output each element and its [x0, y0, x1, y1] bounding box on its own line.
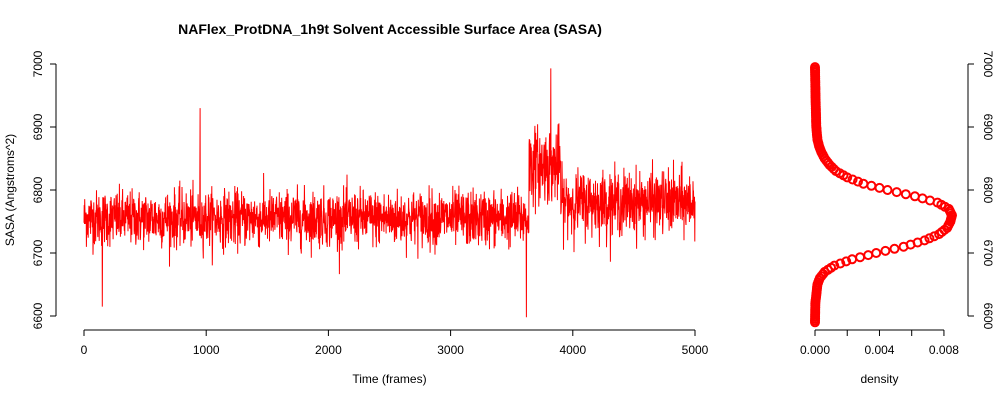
density-point	[889, 243, 900, 254]
density-point	[829, 260, 840, 271]
time-x-tick-label: 4000	[559, 343, 586, 357]
time-x-tick-label: 0	[81, 343, 88, 357]
density-y-tick-label: 7000	[981, 51, 995, 78]
time-x-tick-label: 1000	[193, 343, 220, 357]
density-point	[891, 187, 902, 198]
density-point	[871, 248, 882, 258]
sasa-y-tick-label: 7000	[31, 50, 45, 77]
density-point	[874, 182, 885, 193]
density-point	[882, 185, 893, 195]
density-x-tick-label: 0.008	[929, 343, 959, 357]
sasa-y-ticks: 6600 6700 6800 6900 7000	[31, 50, 56, 329]
density-point	[909, 191, 920, 202]
density-x-tick-label: 0.004	[864, 343, 894, 357]
sasa-y-tick-label: 6700	[31, 239, 45, 266]
sasa-y-tick-label: 6600	[31, 302, 45, 329]
time-x-tick-label: 2000	[315, 343, 342, 357]
density-point	[929, 231, 940, 242]
density-point	[900, 189, 911, 200]
density-point	[919, 235, 930, 246]
sasa-y-tick-label: 6900	[31, 113, 45, 140]
density-point	[853, 176, 863, 187]
time-x-ticks: 0 1000 2000 3000 4000 5000	[81, 330, 709, 357]
density-point	[855, 252, 866, 263]
density-x-tick-label: 0.000	[800, 343, 830, 357]
sasa-y-tick-label: 6800	[31, 176, 45, 203]
sasa-y-axis-label: SASA (Angstroms^2)	[3, 134, 17, 246]
density-y-ticks: 6600 6700 6800 6900 7000	[968, 51, 995, 330]
density-x-axis-label: density	[860, 372, 898, 386]
chart-title: NAFlex_ProtDNA_1h9t Solvent Accessible S…	[178, 21, 602, 37]
density-curve-points	[810, 62, 957, 328]
time-x-tick-label: 3000	[437, 343, 464, 357]
density-plot: 0.000 0.004 0.008 6600 6700 6800 6900 7000 den…	[800, 51, 995, 386]
density-point	[880, 245, 891, 256]
sasa-time-series-line	[83, 68, 696, 318]
density-point	[847, 174, 858, 185]
time-series-plot: 0 1000 2000 3000 4000 5000 6600 6700 6800 6900 70…	[3, 50, 709, 386]
density-point	[835, 258, 846, 269]
time-x-axis-label: Time (frames)	[352, 372, 426, 386]
density-point	[810, 62, 820, 73]
density-point	[841, 256, 852, 267]
time-x-tick-label: 5000	[682, 343, 709, 357]
density-point	[858, 178, 869, 189]
density-point	[924, 233, 935, 244]
density-y-tick-label: 6600	[981, 303, 995, 330]
density-point	[866, 180, 877, 191]
density-y-tick-label: 6800	[981, 177, 995, 204]
density-y-tick-label: 6900	[981, 114, 995, 141]
density-y-tick-label: 6700	[981, 240, 995, 267]
density-point	[863, 250, 874, 261]
density-x-ticks: 0.000 0.004 0.008	[800, 330, 959, 357]
